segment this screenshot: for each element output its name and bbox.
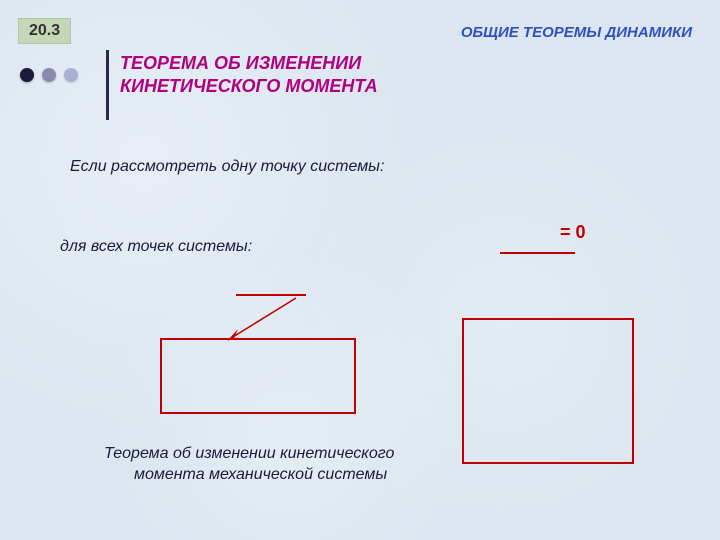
theorem-caption-line: Теорема об изменении кинетического <box>104 445 394 462</box>
formula-box-left <box>160 338 356 414</box>
text-all-points: для всех точек системы: <box>60 238 252 256</box>
subject-header: ОБЩИЕ ТЕОРЕМЫ ДИНАМИКИ <box>461 24 692 41</box>
dot-icon <box>64 68 78 82</box>
decorative-dots <box>20 68 78 82</box>
slide-number-badge: 20.3 <box>18 18 71 44</box>
title-line: ТЕОРЕМА ОБ ИЗМЕНЕНИИ <box>120 53 361 73</box>
title-divider <box>106 50 109 120</box>
underline <box>500 252 575 254</box>
theorem-caption-line: момента механической системы <box>104 465 394 486</box>
text-one-point: Если рассмотреть одну точку системы: <box>70 158 384 176</box>
formula-box-right <box>462 318 634 464</box>
slide-title: ТЕОРЕМА ОБ ИЗМЕНЕНИИ КИНЕТИЧЕСКОГО МОМЕН… <box>120 52 378 99</box>
underline <box>236 294 306 296</box>
title-line: КИНЕТИЧЕСКОГО МОМЕНТА <box>120 76 378 96</box>
equals-zero-label: = 0 <box>560 222 586 243</box>
theorem-caption: Теорема об изменении кинетического момен… <box>104 444 394 486</box>
dot-icon <box>20 68 34 82</box>
dot-icon <box>42 68 56 82</box>
